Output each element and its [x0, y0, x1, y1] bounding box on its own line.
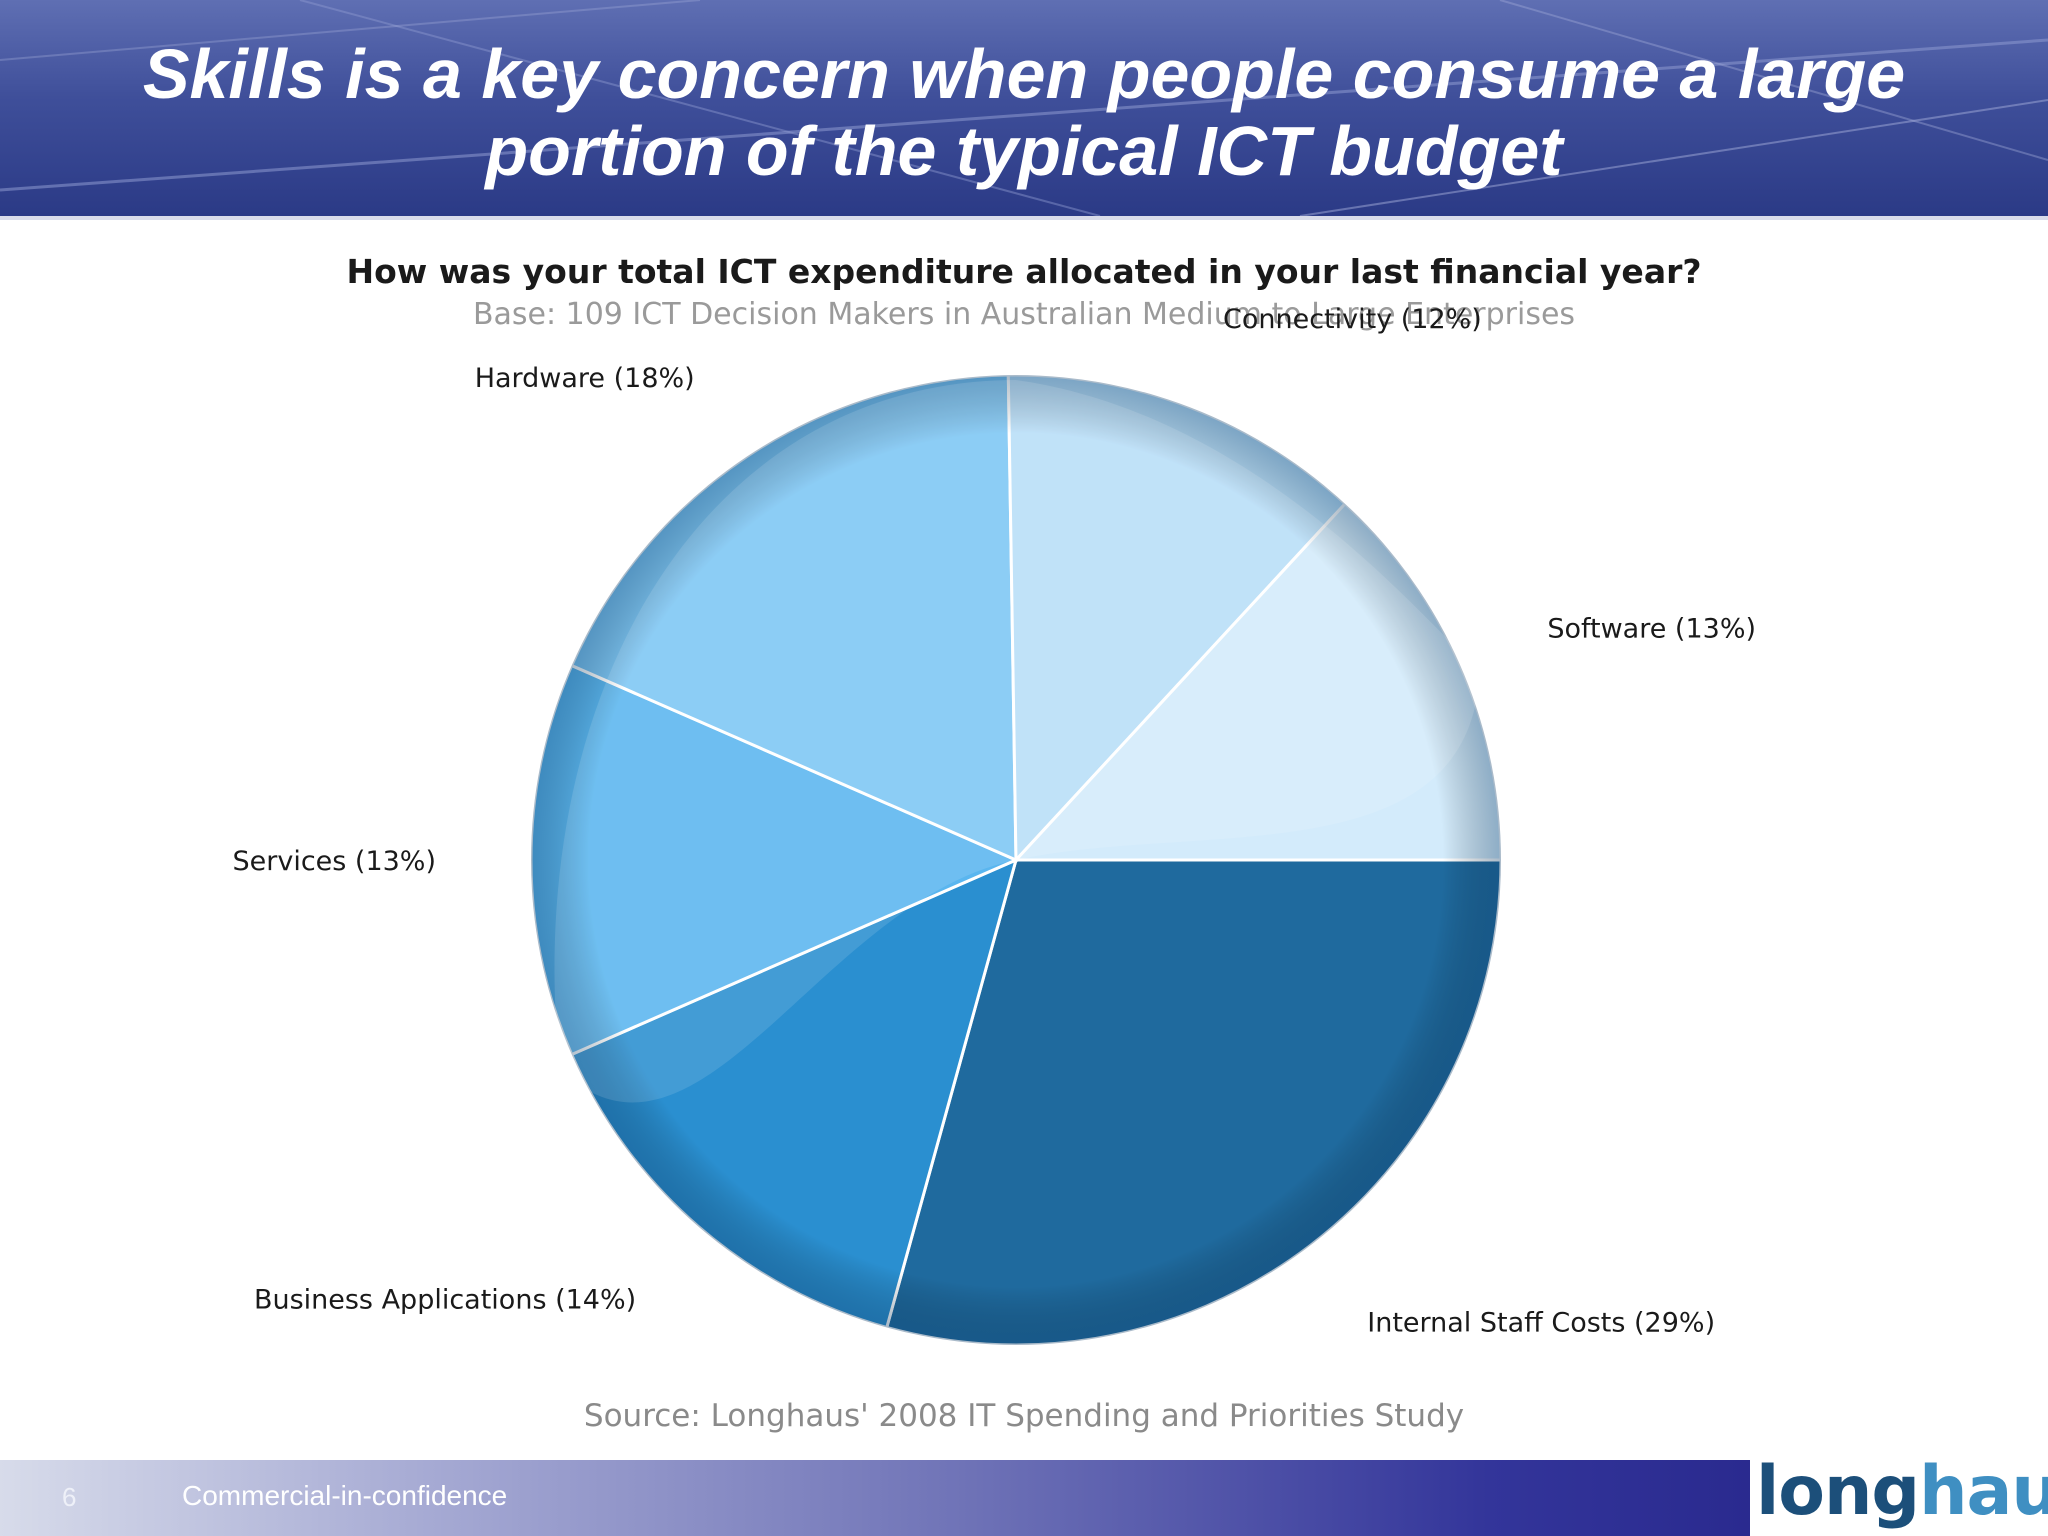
pie-gloss-highlight — [554, 380, 1480, 1103]
logo-part-1: long — [1756, 1452, 1920, 1531]
slide-title: Skills is a key concern when people cons… — [0, 36, 2048, 190]
logo-part-2: haus — [1919, 1452, 2048, 1531]
pie-slice-label: Hardware (18%) — [475, 363, 695, 394]
confidentiality-label: Commercial-in-confidence — [182, 1480, 508, 1511]
pie-slice-label: Connectivity (12%) — [1223, 304, 1482, 335]
longhaus-logo: longhaus — [1756, 1452, 2048, 1531]
pie-slice-label: Internal Staff Costs (29%) — [1367, 1308, 1715, 1339]
banner-decoration — [0, 0, 2048, 216]
pie-slice-label: Business Applications (14%) — [254, 1284, 636, 1315]
pie-chart: Internal Staff Costs (29%) Business Appli… — [232, 304, 1756, 1347]
page-number: 6 — [62, 1482, 77, 1512]
title-banner: Skills is a key concern when people cons… — [0, 0, 2048, 216]
chart-title: How was your total ICT expenditure alloc… — [346, 252, 1702, 291]
banner-divider — [0, 216, 2048, 220]
slide-title-line1: Skills is a key concern when people cons… — [142, 35, 1906, 113]
logo-background — [1750, 1460, 2048, 1536]
slide-title-line2: portion of the typical ICT budget — [485, 112, 1563, 190]
chart-subtitle: Base: 109 ICT Decision Makers in Austral… — [472, 297, 1576, 332]
pie-slice-label: Services (13%) — [232, 846, 436, 877]
footer-bar — [0, 1460, 1750, 1536]
pie-slice-label: Software (13%) — [1547, 613, 1756, 644]
pie-rim-shading — [531, 375, 1501, 1345]
chart-source: Source: Longhaus' 2008 IT Spending and P… — [583, 1398, 1465, 1434]
